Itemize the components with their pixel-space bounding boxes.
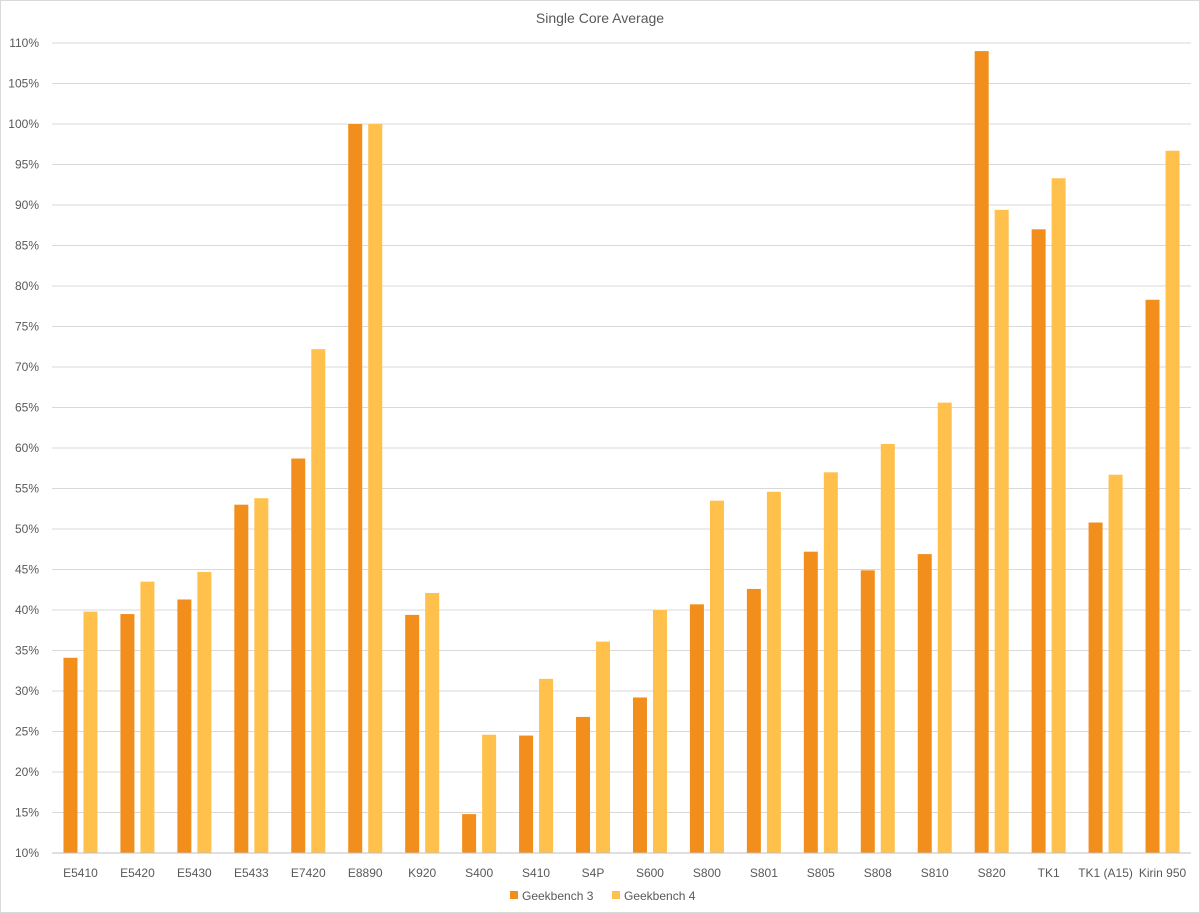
x-category-label: S820 [978, 866, 1006, 880]
y-tick-label: 50% [15, 522, 39, 536]
y-tick-label: 10% [15, 846, 39, 860]
y-tick-label: 35% [15, 644, 39, 658]
bar-geekbench-3 [689, 604, 704, 853]
legend: Geekbench 3 Geekbench 4 [510, 889, 696, 903]
x-category-label: TK1 (A15) [1078, 866, 1133, 880]
chart-title: Single Core Average [536, 10, 664, 26]
bar-geekbench-4 [937, 402, 952, 853]
y-tick-label: 20% [15, 765, 39, 779]
bar-geekbench-4 [880, 443, 895, 853]
bar-geekbench-4 [1165, 150, 1180, 854]
bar-geekbench-3 [120, 614, 135, 853]
bar-geekbench-4 [254, 498, 269, 853]
bar-geekbench-4 [994, 209, 1009, 854]
bar-geekbench-3 [803, 551, 818, 853]
x-category-label: TK1 [1038, 866, 1060, 880]
bar-geekbench-3 [63, 657, 78, 853]
legend-label: Geekbench 3 [522, 889, 594, 903]
bar-geekbench-4 [596, 641, 611, 853]
bar-geekbench-4 [1051, 178, 1066, 853]
bar-geekbench-4 [311, 349, 326, 853]
bar-geekbench-3 [405, 614, 420, 853]
bar-geekbench-4 [140, 581, 155, 853]
x-category-label: E8890 [348, 866, 383, 880]
bar-geekbench-4 [83, 611, 98, 853]
x-category-label: S801 [750, 866, 778, 880]
bar-geekbench-3 [1031, 229, 1046, 854]
bar-geekbench-4 [197, 571, 212, 853]
y-tick-label: 45% [15, 563, 39, 577]
y-tick-label: 15% [15, 806, 39, 820]
bar-geekbench-4 [1108, 474, 1123, 853]
x-category-label: E7420 [291, 866, 326, 880]
y-tick-label: 70% [15, 360, 39, 374]
bar-geekbench-3 [1088, 522, 1103, 853]
y-tick-label: 30% [15, 684, 39, 698]
x-category-label: S4P [582, 866, 605, 880]
gridlines [52, 42, 1191, 813]
bar-geekbench-4 [482, 734, 497, 853]
y-tick-label: 65% [15, 401, 39, 415]
y-tick-label: 105% [8, 77, 39, 91]
bar-geekbench-3 [632, 697, 647, 853]
x-category-label: S410 [522, 866, 550, 880]
x-category-label: E5433 [234, 866, 269, 880]
bar-geekbench-4 [652, 610, 667, 853]
legend-swatch [612, 891, 620, 899]
bar-geekbench-3 [348, 124, 363, 853]
legend-label: Geekbench 4 [624, 889, 696, 903]
bar-geekbench-3 [177, 599, 192, 853]
y-axis-ticks: 10% 15% 20% 25% 30% 35% 40% 45% 50% 55% 60% 65% 70% 7… [8, 36, 39, 860]
bar-geekbench-3 [576, 716, 591, 853]
bar-geekbench-4 [766, 491, 781, 853]
y-tick-label: 60% [15, 441, 39, 455]
x-category-label: S805 [807, 866, 835, 880]
x-category-label: Kirin 950 [1139, 866, 1187, 880]
x-category-label: E5420 [120, 866, 155, 880]
y-tick-label: 80% [15, 279, 39, 293]
y-tick-label: 25% [15, 725, 39, 739]
bar-geekbench-4 [823, 472, 838, 853]
legend-swatch [510, 891, 518, 899]
bar-geekbench-4 [539, 678, 554, 853]
x-category-label: S800 [693, 866, 721, 880]
x-category-label: S400 [465, 866, 493, 880]
bar-geekbench-3 [974, 51, 989, 854]
bar-geekbench-3 [1145, 299, 1160, 853]
y-tick-label: 90% [15, 198, 39, 212]
bar-geekbench-4 [425, 592, 440, 853]
y-tick-label: 55% [15, 482, 39, 496]
y-tick-label: 40% [15, 603, 39, 617]
bar-geekbench-4 [368, 124, 383, 853]
y-tick-label: 85% [15, 239, 39, 253]
y-tick-label: 110% [9, 36, 39, 50]
x-category-label: K920 [408, 866, 436, 880]
bar-geekbench-3 [519, 735, 534, 853]
x-category-label: S600 [636, 866, 664, 880]
y-tick-label: 100% [8, 117, 39, 131]
bar-geekbench-4 [709, 500, 724, 853]
bar-geekbench-3 [234, 504, 249, 853]
x-category-label: S810 [921, 866, 949, 880]
x-category-label: S808 [864, 866, 892, 880]
bar-geekbench-3 [746, 588, 761, 853]
bar-geekbench-3 [860, 570, 875, 853]
bar-geekbench-3 [917, 554, 932, 853]
x-category-label: E5430 [177, 866, 212, 880]
bar-geekbench-3 [291, 458, 306, 853]
x-category-label: E5410 [63, 866, 98, 880]
y-tick-label: 75% [15, 320, 39, 334]
bar-geekbench-3 [462, 814, 477, 853]
x-axis-category-labels: E5410 E5420 E5430 E5433 E7420 E8890 K920 S400 S4… [63, 866, 1186, 880]
y-tick-label: 95% [15, 158, 39, 172]
bars [63, 51, 1180, 854]
